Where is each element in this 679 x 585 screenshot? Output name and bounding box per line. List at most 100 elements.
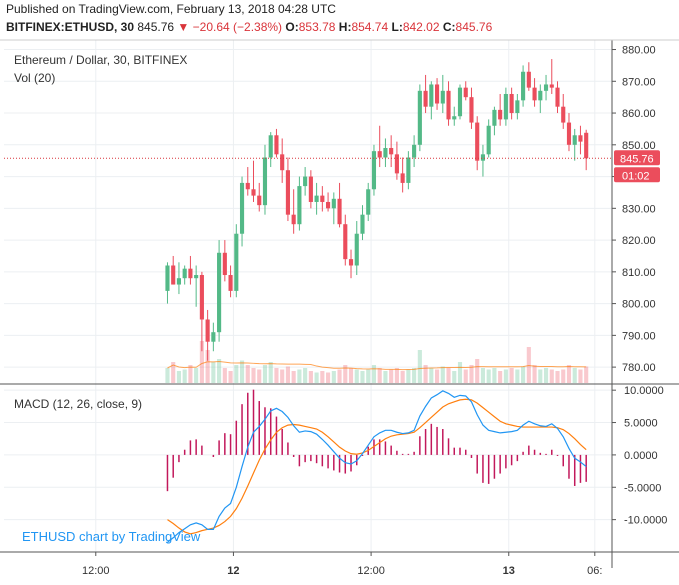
price-tick-label: 800.00 — [622, 299, 656, 311]
time-tick-label: 12 — [227, 565, 239, 577]
price-tick-label: 860.00 — [622, 108, 656, 120]
volume-bar — [434, 369, 440, 383]
volume-bar — [274, 368, 279, 383]
open-label: O: — [285, 20, 299, 34]
close-value: 845.76 — [455, 20, 493, 34]
volume-bar — [314, 372, 319, 383]
series-legend[interactable]: Ethereum / Dollar, 30, BITFINEX — [14, 53, 188, 67]
close-label: C: — [442, 20, 456, 34]
volume-bar — [360, 371, 365, 383]
candle-body — [326, 201, 331, 209]
price-tag: 845.76 — [620, 153, 654, 165]
macd-tick-label: -5.0000 — [624, 482, 661, 494]
macd-tick-label: 0.0000 — [624, 450, 658, 462]
volume-bar — [366, 369, 371, 383]
candle-body — [354, 233, 359, 266]
volume-bar — [205, 350, 210, 383]
candle-body — [412, 144, 417, 158]
published-line: Published on TradingView.com, February 1… — [6, 2, 336, 16]
price-tick-label: 870.00 — [622, 76, 656, 88]
volume-bar — [452, 371, 457, 383]
candle-body — [262, 157, 268, 206]
volume-bar — [320, 371, 325, 383]
volume-ma-line — [167, 361, 587, 371]
candle-body — [303, 176, 308, 187]
macd-line — [167, 390, 587, 543]
candle-body — [400, 173, 405, 183]
candle-body — [182, 268, 187, 279]
candle-body — [498, 109, 503, 120]
candle-body — [521, 71, 526, 101]
candle-body — [457, 87, 463, 117]
axes: 880.00870.00860.00850.00840.00830.00820.… — [0, 39, 679, 577]
volume-bar — [463, 369, 468, 383]
candle-body — [486, 125, 491, 155]
candle-body — [446, 90, 451, 120]
candle-body — [199, 275, 204, 320]
macd-legend[interactable]: MACD (12, 26, close, 9) — [14, 397, 143, 411]
candle-body — [268, 135, 273, 158]
price-tick-label: 850.00 — [622, 140, 656, 152]
candle-body — [320, 195, 325, 202]
volume-bar — [561, 369, 566, 383]
time-tick-label: 13 — [503, 565, 515, 577]
volume-bar — [480, 368, 486, 383]
volume-bar — [572, 368, 577, 383]
candlesticks[interactable] — [4, 59, 612, 361]
candle-body — [503, 93, 508, 120]
price-tick-label: 790.00 — [622, 330, 656, 342]
volume-bar — [291, 371, 296, 383]
volume-bar — [228, 371, 233, 383]
watermark[interactable]: ETHUSD chart by TradingView — [22, 529, 201, 544]
symbol-name: BITFINEX:ETHUSD, 30 — [6, 20, 135, 34]
candle-body — [572, 135, 577, 145]
volume-bar — [211, 362, 216, 383]
volume-bar — [492, 368, 497, 383]
candle-body — [440, 90, 445, 104]
candle-body — [245, 182, 250, 190]
low-label: L: — [391, 20, 403, 34]
price-tick-label: 810.00 — [622, 267, 656, 279]
grid — [4, 40, 612, 552]
price-tick-label: 780.00 — [622, 362, 656, 374]
volume-bar — [194, 368, 199, 383]
candle-body — [492, 109, 497, 126]
countdown-tag: 01:02 — [622, 170, 650, 182]
volume-bar — [371, 365, 377, 383]
volume-bar — [217, 359, 222, 383]
candle-body — [343, 224, 348, 260]
volume-bar — [566, 365, 572, 383]
volume-bar — [343, 365, 348, 383]
candle-body — [434, 84, 440, 104]
candle-body — [217, 252, 222, 333]
candle-body — [211, 332, 216, 342]
volume-bar — [199, 341, 204, 383]
volume-bar — [245, 365, 250, 383]
candle-body — [371, 151, 377, 190]
candle-body — [360, 214, 365, 234]
candle-body — [308, 176, 313, 202]
macd-tick-label: 10.0000 — [624, 385, 664, 397]
volume-legend[interactable]: Vol (20) — [14, 71, 56, 85]
volume-bar — [171, 362, 176, 383]
candle-body — [566, 122, 572, 145]
candle-body — [205, 319, 210, 342]
volume-bar — [354, 369, 359, 383]
macd-tick-label: 5.0000 — [624, 418, 658, 430]
macd-pane — [166, 389, 587, 543]
price-tick-label: 880.00 — [622, 45, 656, 57]
candle-body — [285, 170, 290, 215]
volume-bar — [475, 359, 480, 383]
volume-bar — [440, 366, 445, 383]
candle-body — [578, 135, 583, 142]
candle-body — [331, 198, 336, 209]
candle-body — [383, 147, 388, 158]
volume-bar — [532, 365, 537, 383]
volume-bar — [521, 366, 526, 383]
candle-body — [509, 93, 514, 114]
time-tick-label: 06: — [587, 565, 602, 577]
candle-body — [394, 154, 399, 174]
candle-body — [297, 186, 302, 225]
candle-body — [348, 259, 354, 266]
